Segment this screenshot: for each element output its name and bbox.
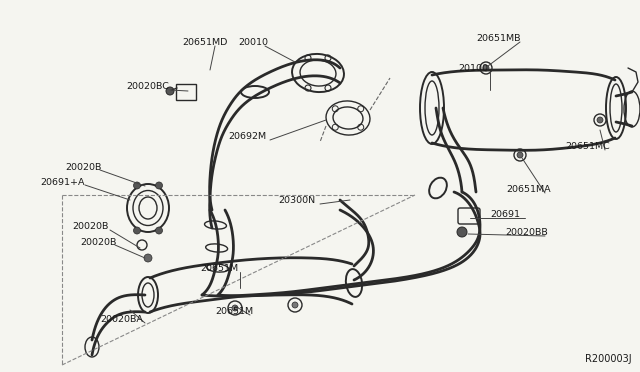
Text: 20100: 20100	[458, 64, 488, 73]
Circle shape	[597, 117, 603, 123]
Circle shape	[156, 227, 163, 234]
Circle shape	[232, 305, 238, 311]
Text: 20651M: 20651M	[200, 264, 238, 273]
Circle shape	[144, 254, 152, 262]
Text: 20020B: 20020B	[65, 163, 101, 172]
Circle shape	[292, 302, 298, 308]
Text: 20020B: 20020B	[80, 238, 116, 247]
Text: 20651MD: 20651MD	[182, 38, 227, 47]
Text: 20691: 20691	[490, 210, 520, 219]
Circle shape	[134, 227, 141, 234]
Circle shape	[134, 182, 141, 189]
Text: 20651M: 20651M	[215, 307, 253, 316]
Circle shape	[166, 87, 174, 95]
Circle shape	[517, 152, 523, 158]
Text: 20651MC: 20651MC	[565, 142, 610, 151]
Text: 20020BB: 20020BB	[505, 228, 548, 237]
Text: R200003J: R200003J	[586, 354, 632, 364]
Text: 20020BA: 20020BA	[100, 315, 143, 324]
Text: 20691+A: 20691+A	[40, 178, 84, 187]
Circle shape	[457, 227, 467, 237]
Text: 20020BC: 20020BC	[126, 82, 169, 91]
Circle shape	[483, 65, 489, 71]
Text: 20300N: 20300N	[278, 196, 315, 205]
Text: 20651MA: 20651MA	[506, 185, 550, 194]
Text: 20692M: 20692M	[228, 132, 266, 141]
Text: 20010: 20010	[238, 38, 268, 47]
Circle shape	[156, 182, 163, 189]
Text: 20651MB: 20651MB	[476, 34, 520, 43]
Text: 20020B: 20020B	[72, 222, 108, 231]
